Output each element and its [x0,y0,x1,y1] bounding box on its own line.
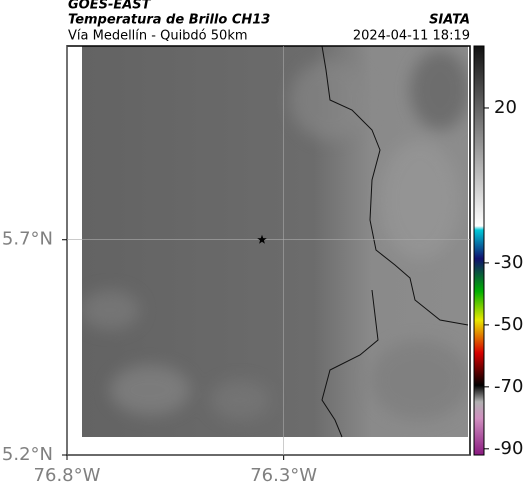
x-tick-label: 76.3°W [250,465,317,486]
timestamp: 2024-04-11 18:19 [353,29,470,44]
colorbar-tick-label: -50 [494,314,523,335]
colorbar-tick-label: -30 [494,252,523,273]
colorbar [473,45,485,456]
colorbar-tick-label: 20 [494,97,517,118]
title: GOES-EAST [68,0,152,13]
source: SIATA [429,13,470,28]
region: Vía Medellín - Quibdó 50km [68,29,248,44]
y-tick-label: 5.7°N [2,229,53,250]
location-marker [257,234,267,244]
x-tick-label: 76.8°W [34,465,101,486]
y-tick-label: 5.2°N [2,444,53,465]
colorbar-tick-label: -90 [494,438,523,459]
subtitle: Temperatura de Brillo CH13 [68,13,270,28]
satellite-field [82,45,469,438]
colorbar-tick-label: -70 [494,376,523,397]
